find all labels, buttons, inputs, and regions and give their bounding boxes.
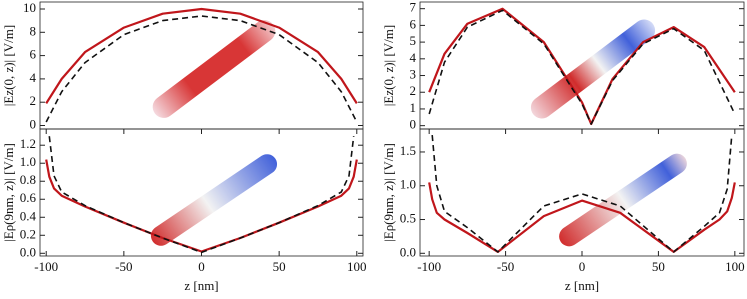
y-tick-label: 0.4 xyxy=(20,208,37,223)
y-tick-label: 0.8 xyxy=(20,172,36,187)
x-axis-title: z [nm] xyxy=(565,278,599,293)
x-tick-label: -50 xyxy=(115,259,132,274)
x-tick-label: -100 xyxy=(417,259,441,274)
x-tick-label: -100 xyxy=(34,259,58,274)
series-line xyxy=(428,182,736,253)
series-line xyxy=(428,9,736,125)
y-tick-label: 0 xyxy=(30,116,37,131)
nanorod-inset xyxy=(150,154,278,246)
series-line xyxy=(45,7,358,104)
series-line xyxy=(45,15,358,123)
y-tick-label: 6 xyxy=(30,47,37,62)
y-tick-label: 0.0 xyxy=(20,244,36,259)
y-tick-label: 2 xyxy=(410,83,417,98)
x-tick-label: 100 xyxy=(347,259,367,274)
series-line xyxy=(431,135,733,253)
y-tick-label: 1.0 xyxy=(400,177,416,192)
y-tick-label: 8 xyxy=(30,23,37,38)
series-line xyxy=(48,136,355,254)
y-axis-title: |Ez(0, z)| [V/m] xyxy=(1,25,16,106)
x-tick-label: 0 xyxy=(579,259,586,274)
nanorod-inset xyxy=(152,20,276,118)
x-tick-label: 50 xyxy=(273,259,286,274)
y-tick-label: 3 xyxy=(410,67,417,82)
y-tick-label: 4 xyxy=(30,70,37,85)
y-tick-label: 7 xyxy=(410,0,417,15)
y-tick-label: 6 xyxy=(410,16,417,31)
y-tick-label: 10 xyxy=(23,0,36,15)
x-axis-title: z [nm] xyxy=(184,278,218,293)
y-tick-label: 1.2 xyxy=(20,136,36,151)
x-tick-label: 0 xyxy=(198,259,205,274)
x-tick-label: 50 xyxy=(652,259,665,274)
y-tick-label: 0.2 xyxy=(20,226,36,241)
y-tick-label: 0.5 xyxy=(400,211,416,226)
y-axis-title: |Eρ(9nm, z)| [V/m] xyxy=(381,143,396,242)
y-tick-label: 5 xyxy=(410,33,417,48)
x-tick-label: -50 xyxy=(497,259,514,274)
plot-frame xyxy=(39,128,364,257)
x-tick-label: 100 xyxy=(725,259,745,274)
y-tick-label: 1 xyxy=(410,100,417,115)
y-tick-label: 4 xyxy=(410,50,417,65)
y-tick-label: 1.5 xyxy=(400,143,416,158)
y-tick-label: 0.0 xyxy=(400,244,416,259)
nanorod-inset xyxy=(530,19,656,119)
y-tick-label: 1.0 xyxy=(20,154,36,169)
y-axis-title: |Ez(0, z)| [V/m] xyxy=(381,25,396,106)
series-line xyxy=(45,159,358,253)
insets xyxy=(150,19,687,247)
y-axis-title: |Eρ(9nm, z)| [V/m] xyxy=(1,143,16,242)
y-tick-label: 0.6 xyxy=(20,190,37,205)
y-tick-label: 2 xyxy=(30,93,37,108)
series-line xyxy=(428,7,736,126)
y-tick-label: 0 xyxy=(410,117,417,132)
nanorod-inset xyxy=(559,153,687,247)
